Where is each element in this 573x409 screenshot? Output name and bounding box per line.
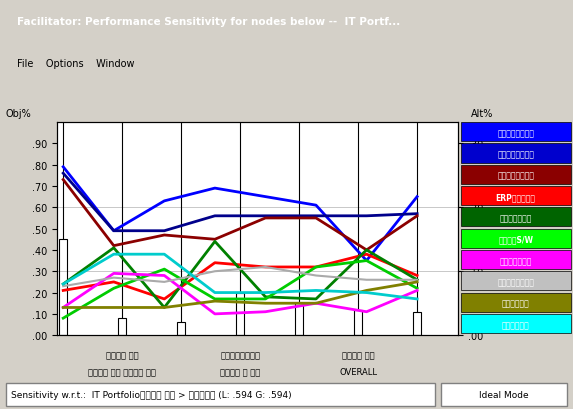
- FancyBboxPatch shape: [461, 250, 571, 270]
- Text: 인터넷방화벽시스: 인터넷방화벽시스: [497, 129, 534, 138]
- FancyBboxPatch shape: [461, 144, 571, 163]
- FancyBboxPatch shape: [461, 187, 571, 206]
- Text: 투자자에 대한 서비스직 변화: 투자자에 대한 서비스직 변화: [88, 367, 156, 376]
- FancyBboxPatch shape: [354, 310, 362, 335]
- Text: ERP소프트웨어: ERP소프트웨어: [496, 193, 536, 202]
- FancyBboxPatch shape: [177, 323, 185, 335]
- FancyBboxPatch shape: [461, 123, 571, 142]
- Text: 새로운시스템도입: 새로운시스템도입: [497, 278, 534, 287]
- FancyBboxPatch shape: [461, 229, 571, 248]
- FancyBboxPatch shape: [118, 318, 126, 335]
- Text: 투사보기 시 충격: 투사보기 시 충격: [220, 367, 260, 376]
- Text: 회계관리S/W: 회계관리S/W: [498, 235, 533, 244]
- Text: 데스크탑교체비용: 데스크탑교체비용: [497, 150, 534, 159]
- Text: File    Options    Window: File Options Window: [17, 59, 135, 69]
- FancyBboxPatch shape: [461, 293, 571, 312]
- Text: 자동응답시스템: 자동응답시스템: [500, 256, 532, 265]
- FancyBboxPatch shape: [461, 272, 571, 291]
- Text: 서버구축비용: 서버구축비용: [502, 320, 529, 329]
- Text: Ideal Mode: Ideal Mode: [480, 390, 529, 399]
- Text: 업무프로세스개선: 업무프로세스개선: [220, 350, 260, 359]
- Text: Alt%: Alt%: [470, 108, 493, 119]
- FancyBboxPatch shape: [295, 303, 303, 335]
- Text: Obj%: Obj%: [5, 108, 31, 119]
- FancyBboxPatch shape: [413, 312, 421, 335]
- FancyBboxPatch shape: [441, 383, 567, 406]
- Text: 사용자인증시스템: 사용자인증시스템: [497, 171, 534, 180]
- Text: 고객응대시스템: 고객응대시스템: [500, 214, 532, 223]
- Text: OVERALL: OVERALL: [339, 367, 377, 376]
- Text: 적법성의 확보: 적법성의 확보: [106, 350, 139, 359]
- FancyBboxPatch shape: [461, 165, 571, 184]
- Text: Facilitator: Performance Sensitivity for nodes below --  IT Portf...: Facilitator: Performance Sensitivity for…: [17, 17, 401, 27]
- Text: Sensitivity w.r.t.:  IT Portfolio우선순위 도출 > 전략적목표 (L: .594 G: .594): Sensitivity w.r.t.: IT Portfolio우선순위 도출 …: [11, 390, 292, 399]
- FancyBboxPatch shape: [236, 293, 244, 335]
- FancyBboxPatch shape: [59, 240, 68, 335]
- FancyBboxPatch shape: [6, 383, 435, 406]
- Text: 전용선로비용: 전용선로비용: [502, 299, 529, 308]
- FancyBboxPatch shape: [461, 208, 571, 227]
- FancyBboxPatch shape: [461, 314, 571, 333]
- Text: 전략과의 연계: 전략과의 연계: [342, 350, 374, 359]
